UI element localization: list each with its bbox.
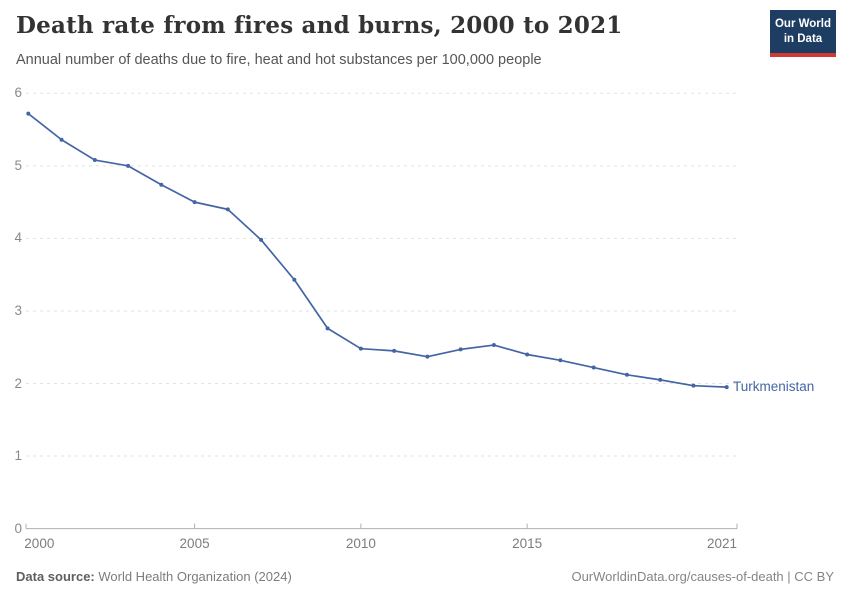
chart-subtitle: Annual number of deaths due to fire, hea… — [16, 52, 542, 68]
data-point[interactable] — [525, 352, 530, 357]
y-tick-label: 6 — [14, 85, 22, 101]
series-label-turkmenistan[interactable]: Turkmenistan — [733, 379, 815, 395]
data-point[interactable] — [491, 343, 496, 348]
data-source-note: Data source: World Health Organization (… — [16, 569, 292, 584]
data-point[interactable] — [59, 137, 64, 142]
data-point[interactable] — [724, 385, 729, 390]
data-point[interactable] — [26, 111, 31, 116]
series-line-turkmenistan[interactable] — [27, 112, 727, 388]
data-point[interactable] — [658, 377, 663, 382]
data-point[interactable] — [192, 200, 197, 205]
data-point[interactable] — [259, 237, 264, 242]
data-point[interactable] — [458, 347, 463, 352]
y-tick-label: 4 — [14, 230, 22, 246]
credit-link[interactable]: OurWorldinData.org/causes-of-death | CC … — [571, 569, 834, 584]
data-point[interactable] — [325, 326, 330, 331]
y-tick-label: 0 — [14, 520, 22, 536]
data-point[interactable] — [425, 354, 430, 359]
owid-logo: Our World in Data — [770, 10, 836, 57]
y-tick-label: 5 — [14, 157, 22, 173]
x-tick-label: 2005 — [179, 536, 210, 551]
owid-logo-line2: in Data — [783, 32, 823, 45]
data-point[interactable] — [126, 163, 131, 168]
data-point[interactable] — [225, 207, 230, 212]
data-point[interactable] — [392, 348, 397, 353]
y-tick-label: 3 — [14, 302, 22, 318]
data-point[interactable] — [591, 365, 596, 370]
data-point[interactable] — [159, 182, 164, 187]
owid-logo-line1: Our World — [774, 18, 831, 30]
data-source-value: World Health Organization (2024) — [94, 569, 292, 584]
data-point[interactable] — [691, 383, 696, 388]
x-tick-label: 2000 — [24, 536, 55, 551]
y-tick-label: 2 — [14, 375, 22, 391]
chart-title: Death rate from fires and burns, 2000 to… — [16, 12, 623, 39]
y-tick-label: 1 — [14, 448, 22, 464]
data-point[interactable] — [292, 277, 297, 282]
data-point[interactable] — [92, 158, 97, 163]
x-tick-label: 2010 — [345, 536, 376, 551]
data-point[interactable] — [358, 346, 363, 351]
data-point[interactable] — [558, 358, 563, 363]
x-tick-label: 2021 — [706, 536, 737, 551]
data-source-label: Data source: — [16, 569, 95, 584]
data-point[interactable] — [624, 372, 629, 377]
x-tick-label: 2015 — [512, 536, 543, 551]
